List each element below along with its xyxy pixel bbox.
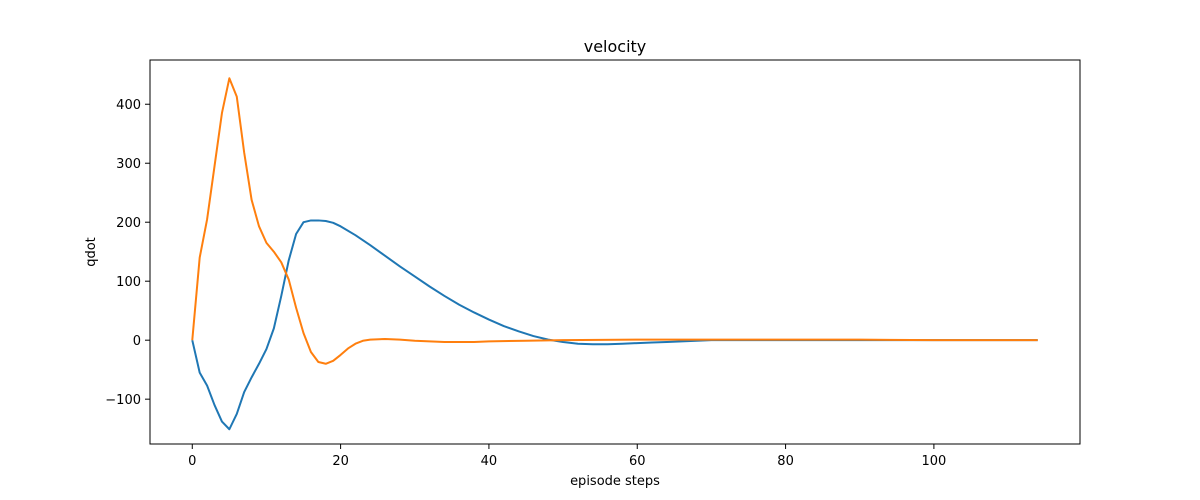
x-tick-label: 80 [777, 454, 794, 469]
y-tick-label: 200 [116, 216, 141, 231]
series-line-1 [191, 219, 1038, 431]
y-axis-label: qdot [84, 237, 99, 267]
series-line-2 [191, 77, 1038, 365]
y-tick-label: 400 [116, 98, 141, 113]
y-tick-label: 300 [116, 157, 141, 172]
plot-area: 0 20 40 60 80 100 −100 0 100 200 300 400 [105, 59, 1081, 469]
y-tick-label: −100 [105, 393, 141, 408]
y-tick-label: 0 [133, 334, 141, 349]
x-tick-label: 60 [629, 454, 646, 469]
x-axis-label: episode steps [570, 474, 660, 489]
x-tick-label: 40 [481, 454, 498, 469]
y-tick-label: 100 [116, 275, 141, 290]
chart-title: velocity [584, 37, 647, 56]
x-tick-label: 100 [921, 454, 946, 469]
plot-frame [149, 59, 1081, 445]
x-tick-label: 20 [332, 454, 349, 469]
x-tick-label: 0 [188, 454, 196, 469]
